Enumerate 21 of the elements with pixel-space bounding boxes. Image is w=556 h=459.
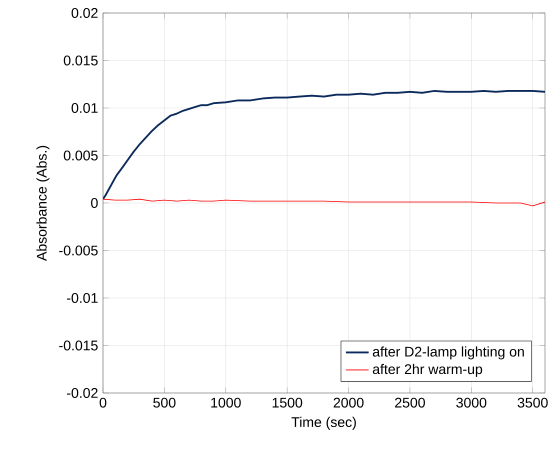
y-axis-title: Absorbance (Abs.)	[36, 146, 50, 261]
y-tick-label: -0.01	[67, 293, 98, 303]
y-tick-label: 0.02	[72, 8, 98, 18]
y-tick-label: 0.005	[64, 150, 98, 160]
x-tick-label: 2500	[395, 398, 425, 408]
x-tick-label: 2000	[334, 398, 364, 408]
y-tick-label: -0.005	[59, 246, 98, 256]
x-axis-title: Time (sec)	[292, 416, 356, 430]
x-tick-label: 3000	[456, 398, 486, 408]
x-tick-label: 0	[100, 398, 106, 408]
y-tick-label: -0.015	[59, 340, 98, 350]
legend-label: after 2hr warm-up	[372, 364, 482, 377]
y-tick-label: -0.02	[67, 388, 98, 398]
y-tick-label: 0.015	[64, 56, 98, 66]
x-tick-label: 3500	[518, 398, 548, 408]
y-tick-label: 0.01	[72, 103, 98, 113]
y-tick-label: 0	[91, 198, 98, 208]
legend-label: after D2-lamp lighting on	[372, 346, 524, 360]
x-tick-label: 1000	[211, 398, 241, 408]
x-tick-label: 1500	[272, 398, 302, 408]
x-tick-label: 500	[153, 398, 176, 408]
